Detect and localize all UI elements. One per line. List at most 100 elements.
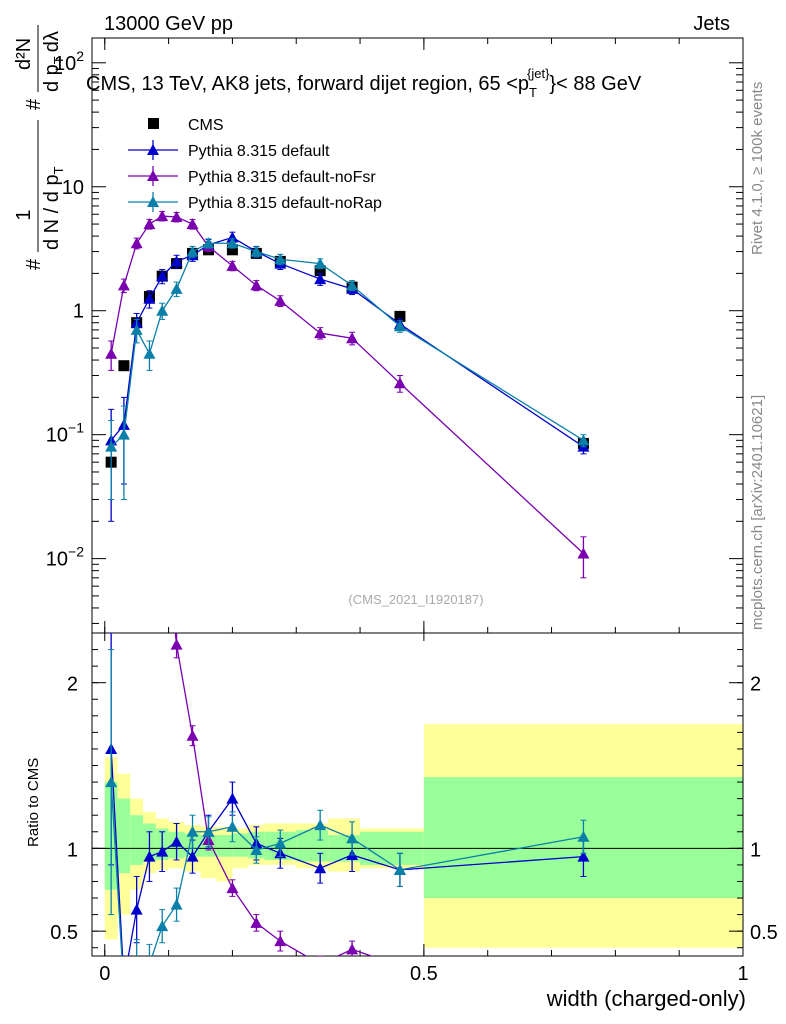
y-tick-label-4: 102 [54, 48, 84, 75]
pythia-8-315-default-norap-ratio-point-3 [143, 958, 155, 969]
labels-layer: 13000 GeV pp Jets CMS, 13 TeV, AK8 jets,… [13, 13, 766, 1011]
ylabel-dpt-sub: T [51, 56, 66, 64]
header-left: 13000 GeV pp [104, 13, 233, 35]
ratio-y-label: Ratio to CMS [25, 758, 42, 847]
pythia-8-315-default-nofsr-ratio-point-10 [274, 935, 287, 947]
y-tick-ratio-label-right-2: 2 [750, 674, 761, 696]
y-tick-ratio-label-2: 2 [67, 674, 78, 696]
title-sub: T [529, 85, 537, 100]
title-sup: {jet} [527, 66, 550, 81]
pythia-8-315-default-nofsr-point-10 [274, 294, 287, 306]
pythia-8-315-default-ratio-point-3 [143, 850, 156, 862]
pythia-8-315-default-nofsr-ratio-point-11 [314, 958, 326, 969]
cms-point-11 [314, 265, 326, 277]
pythia-8-315-default-norap-point-3 [143, 347, 156, 359]
pythia-8-315-default-nofsr-point-12 [346, 332, 359, 344]
x-tick-label-0: 0 [99, 963, 110, 985]
ylabel-dn: d N / d p [41, 174, 63, 250]
legend-marker-pythia-8-315-default-norap [147, 196, 159, 207]
y-tick-ratio-label-1: 1 [67, 839, 78, 861]
ylabel-hash2: # [23, 98, 45, 110]
y-tick-exp: −1 [68, 420, 84, 436]
ylabel-subT: T [51, 166, 66, 174]
ratio-bands [104, 724, 743, 948]
pythia-8-315-default-nofsr-point-3 [143, 218, 156, 230]
y-tick-base: 10 [46, 549, 68, 571]
legend-label-pythia-8-315-default-nofsr: Pythia 8.315 default-noFsr [188, 169, 376, 186]
pythia-8-315-default-norap-point-7 [202, 237, 215, 249]
pythia-8-315-default-nofsr-point-5 [170, 211, 183, 223]
title-main: CMS, 13 TeV, AK8 jets, forward dijet reg… [86, 73, 529, 95]
y-tick-ratio-label-right-0: 0.5 [750, 922, 778, 944]
x-tick-label-1: 0.5 [410, 963, 438, 985]
pythia-8-315-default-norap-point-4 [156, 304, 169, 316]
pythia-8-315-default-norap-point-14 [577, 434, 590, 446]
pythia-8-315-default-norap-ratio-point-14 [577, 830, 590, 842]
cms-point-8 [226, 244, 238, 256]
legend-marker-pythia-8-315-default-nofsr [147, 170, 159, 181]
y-axis-label: # 1 d N / d pT # d²N d pTdλ [13, 25, 66, 270]
pythia-8-315-default-point-4 [156, 270, 169, 282]
green-band-9 [232, 833, 249, 857]
pythia-8-315-default-norap-ratio-point-13 [393, 863, 406, 875]
pythia-8-315-default-norap-ratio-point-6 [186, 825, 199, 837]
pythia-8-315-default-nofsr-ratio-point-9 [250, 916, 263, 928]
pythia-8-315-default-nofsr-ratio-point-6 [186, 729, 199, 741]
cms-point-13 [394, 310, 406, 322]
ylabel-hash: # [23, 258, 45, 270]
green-band-12 [296, 830, 329, 862]
pythia-8-315-default-ratio-point-6 [186, 850, 199, 862]
pythia-8-315-default-norap-point-2 [130, 323, 143, 335]
pythia-8-315-default-nofsr-ratio-point-4 [156, 503, 168, 514]
pythia-8-315-default-nofsr-point-4 [156, 210, 169, 222]
pythia-8-315-default-norap-point-12 [346, 279, 359, 291]
legend-label-pythia-8-315-default-norap: Pythia 8.315 default-noRap [188, 195, 382, 212]
pythia-8-315-default-nofsr-ratio-point-5 [170, 638, 183, 650]
legend: CMS Pythia 8.315 default Pythia 8.315 defa… [128, 117, 382, 212]
watermark: (CMS_2021_I1920187) [348, 592, 483, 607]
pythia-8-315-default-norap-point-13 [393, 320, 406, 332]
ylabel-one: 1 [13, 209, 35, 220]
y-tick-base: 10 [54, 53, 76, 75]
right-label-top: Rivet 4.1.0, ≥ 100k events [749, 82, 766, 255]
legend-marker-pythia-8-315-default [147, 144, 159, 155]
ylabel-dlambda: dλ [41, 31, 63, 52]
pythia-8-315-default-norap-ratio-point-8 [226, 820, 239, 832]
pythia-8-315-default-point-5 [170, 255, 183, 267]
pythia-8-315-default-norap-point-8 [226, 237, 239, 249]
pythia-8-315-default-norap-ratio-point-4 [156, 920, 169, 932]
pythia-8-315-default-nofsr-ratio-point-8 [226, 882, 239, 894]
legend-label-cms: CMS [188, 117, 224, 134]
pythia-8-315-default-ratio-point-2 [130, 903, 143, 915]
cms-point-1 [118, 360, 130, 372]
pythia-8-315-default-norap-ratio-point-5 [170, 898, 183, 910]
ylabel-dpt-text: d p [41, 64, 63, 92]
green-band-2 [130, 815, 144, 865]
pythia-8-315-default-point-8 [226, 231, 239, 243]
header-right: Jets [693, 13, 730, 35]
main-panel-series [105, 210, 590, 579]
pythia-8-315-default-point-11 [314, 273, 327, 285]
y-tick-label-0: 10−2 [46, 544, 84, 571]
right-label-bottom: mcplots.cern.ch [arXiv:2401.10621] [749, 395, 766, 630]
pythia-8-315-default-norap-ratio-point-1 [118, 983, 130, 994]
pythia-8-315-default-norap-point-5 [170, 282, 183, 294]
ratio-panel-series [105, 379, 590, 994]
chart-title: CMS, 13 TeV, AK8 jets, forward dijet reg… [86, 66, 642, 100]
green-band-8 [216, 835, 233, 857]
y-tick-ratio-label-right-1: 1 [750, 839, 761, 861]
pythia-8-315-default-norap-line [110, 242, 584, 448]
x-tick-label-2: 1 [737, 963, 748, 985]
pythia-8-315-default-norap-point-11 [314, 257, 327, 269]
pythia-8-315-default-norap-ratio-point-0 [105, 776, 118, 788]
legend-label-pythia-8-315-default: Pythia 8.315 default [188, 143, 330, 160]
legend-marker-cms [148, 118, 159, 129]
pythia-8-315-default-nofsr-ratio-point-3 [143, 379, 155, 390]
pythia-8-315-default-norap-ratio-point-2 [131, 958, 143, 969]
x-axis-label: width (charged-only) [546, 986, 746, 1011]
pythia-8-315-default-norap-point-10 [274, 253, 287, 265]
ylabel-d2n: d²N [13, 38, 35, 70]
ylabel-dpt: d pTdλ [41, 31, 66, 92]
pythia-8-315-default-nofsr-point-0 [105, 347, 118, 359]
